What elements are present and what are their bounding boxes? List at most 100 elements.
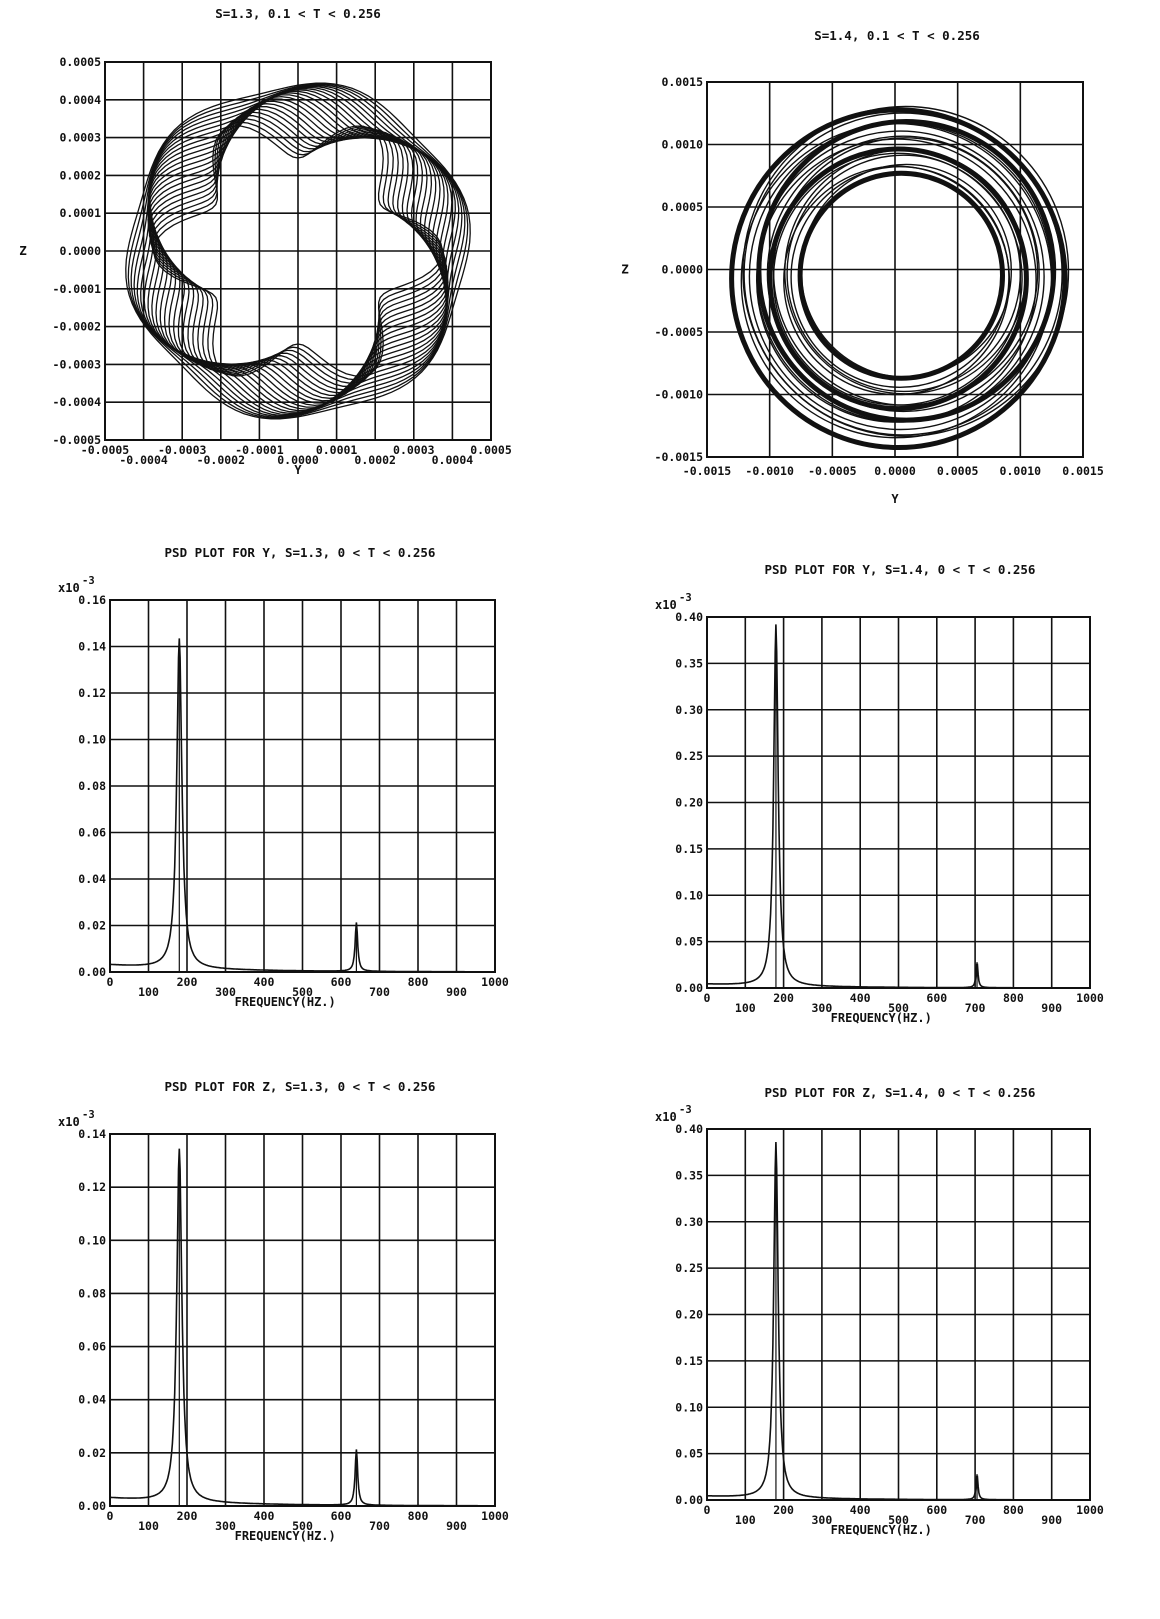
x-tick-label: 100 [138, 985, 159, 999]
chart-2: S=1.4, 0.1 < T < 0.256 0.0015 0.0010 0.0005… [621, 28, 1104, 506]
y-multiplier-label: x10 [655, 1110, 677, 1124]
x-tick-label: 600 [331, 975, 352, 989]
y-tick-label: -0.0004 [53, 395, 102, 409]
x-tick-label: 900 [1041, 1513, 1062, 1527]
orbit-trajectory [740, 122, 1053, 439]
y-tick-label: 0.0005 [661, 200, 703, 214]
x-tick-label: 400 [254, 975, 275, 989]
x-tick-label: 200 [177, 1509, 198, 1523]
x-tick-label: 500 [888, 1001, 909, 1015]
y-tick-label: 0.0002 [59, 168, 101, 182]
orbit-trajectory [766, 135, 1040, 413]
x-tick-label: 600 [926, 1503, 947, 1517]
y-tick-label: 0.0010 [661, 138, 703, 152]
y-multiplier-label: x10 [58, 1115, 80, 1129]
orbit-trajectory [148, 108, 448, 394]
y-tick-label: 0.10 [675, 888, 703, 902]
x-tick-label: -0.0003 [158, 443, 207, 457]
chart-title: S=1.4, 0.1 < T < 0.256 [814, 28, 980, 43]
y-tick-label: 0.12 [78, 686, 106, 700]
orbit-trajectory [125, 82, 471, 420]
y-tick-label: 0.0005 [59, 55, 101, 69]
y-tick-label: 0.00 [78, 965, 106, 979]
chart-title: PSD PLOT FOR Z, S=1.4, 0 < T < 0.256 [765, 1085, 1036, 1100]
x-tick-label: 200 [177, 975, 198, 989]
x-tick-label: 1000 [481, 975, 509, 989]
psd-curve [706, 624, 1090, 989]
y-exponent-label: -3 [679, 592, 692, 604]
orbit-trajectory [140, 86, 456, 416]
y-tick-label: 0.30 [675, 1215, 703, 1229]
x-tick-label: 0 [107, 975, 114, 989]
x-tick-label: 0.0015 [1062, 464, 1104, 478]
y-axis-label: Z [621, 262, 629, 277]
orbit-trajectory [800, 163, 1013, 378]
x-tick-label: 0.0003 [393, 443, 435, 457]
x-tick-label: -0.0005 [808, 464, 857, 478]
orbit-trajectory [729, 107, 1068, 451]
y-tick-label: 0.15 [675, 842, 703, 856]
y-tick-label: -0.0002 [53, 320, 101, 334]
y-tick-label: 0.40 [675, 1122, 703, 1136]
x-tick-label: 600 [331, 1509, 352, 1523]
orbit-trajectory [136, 85, 460, 417]
orbit-trajectory [127, 83, 469, 419]
x-tick-label: 700 [369, 985, 390, 999]
orbit-trajectory [783, 165, 1011, 396]
y-tick-label: -0.0003 [53, 357, 102, 371]
x-tick-label: 0.0005 [937, 464, 979, 478]
x-tick-label: -0.0005 [81, 443, 130, 457]
x-tick-label: 0.0004 [432, 453, 474, 467]
y-tick-label: 0.04 [78, 872, 106, 886]
x-axis-label: FREQUENCY(HZ.) [831, 1523, 932, 1537]
psd-curve [707, 1141, 1090, 1501]
orbit-trajectory [130, 84, 466, 418]
x-tick-label: 800 [1003, 1503, 1024, 1517]
y-tick-label: 0.02 [78, 919, 106, 933]
x-tick-label: 800 [408, 1509, 429, 1523]
plot-frame [109, 1133, 496, 1507]
y-tick-label: 0.00 [78, 1499, 106, 1513]
y-tick-label: 0.02 [78, 1446, 106, 1460]
orbit-trajectory [772, 137, 1039, 406]
x-tick-label: 800 [1003, 991, 1024, 1005]
y-tick-label: 0.35 [675, 1168, 703, 1182]
y-tick-label: 0.25 [675, 1261, 703, 1275]
x-axis-label: FREQUENCY(HZ.) [831, 1011, 932, 1025]
y-multiplier-label: x10 [655, 598, 677, 612]
y-tick-label: 0.04 [78, 1393, 106, 1407]
orbit-trajectory [786, 154, 1022, 393]
chart-title: S=1.3, 0.1 < T < 0.256 [215, 6, 381, 21]
x-tick-label: 1000 [1076, 991, 1104, 1005]
orbit-trajectory [149, 115, 447, 387]
x-tick-label: 900 [1041, 1001, 1062, 1015]
y-tick-label: 0.00 [675, 1493, 703, 1507]
x-tick-label: 200 [773, 991, 794, 1005]
y-tick-label: -0.0005 [655, 325, 704, 339]
x-tick-label: 100 [735, 1513, 756, 1527]
y-tick-label: 0.05 [675, 1447, 703, 1461]
plot-frame [706, 81, 1084, 458]
y-tick-label: 0.40 [675, 610, 703, 624]
chart-3: PSD PLOT FOR Y, S=1.3, 0 < T < 0.256 0.16… [58, 545, 509, 1009]
x-axis-label: Y [891, 492, 899, 506]
x-tick-label: 0.0002 [354, 453, 396, 467]
orbit-trajectory [133, 84, 463, 418]
orbit-trajectory [756, 118, 1057, 423]
y-tick-label: 0.0000 [661, 263, 703, 277]
y-tick-label: 0.00 [675, 981, 703, 995]
chart-1: S=1.3, 0.1 < T < 0.2560.00050.00040.0003… [19, 6, 512, 477]
y-tick-label: 0.06 [78, 826, 106, 840]
y-tick-label: 0.10 [78, 1233, 106, 1247]
x-tick-label: 200 [773, 1503, 794, 1517]
orbit-trajectory [147, 94, 449, 408]
y-tick-label: 0.20 [675, 1308, 703, 1322]
y-tick-label: 0.25 [675, 749, 703, 763]
y-tick-label: 0.35 [675, 656, 703, 670]
x-axis-label: FREQUENCY(HZ.) [235, 1529, 336, 1543]
x-tick-label: 400 [850, 991, 871, 1005]
x-tick-label: 0.0000 [277, 453, 319, 467]
orbit-trajectory [147, 105, 449, 397]
chart-title: PSD PLOT FOR Y, S=1.3, 0 < T < 0.256 [165, 545, 436, 560]
y-tick-label: 0.0003 [59, 131, 101, 145]
